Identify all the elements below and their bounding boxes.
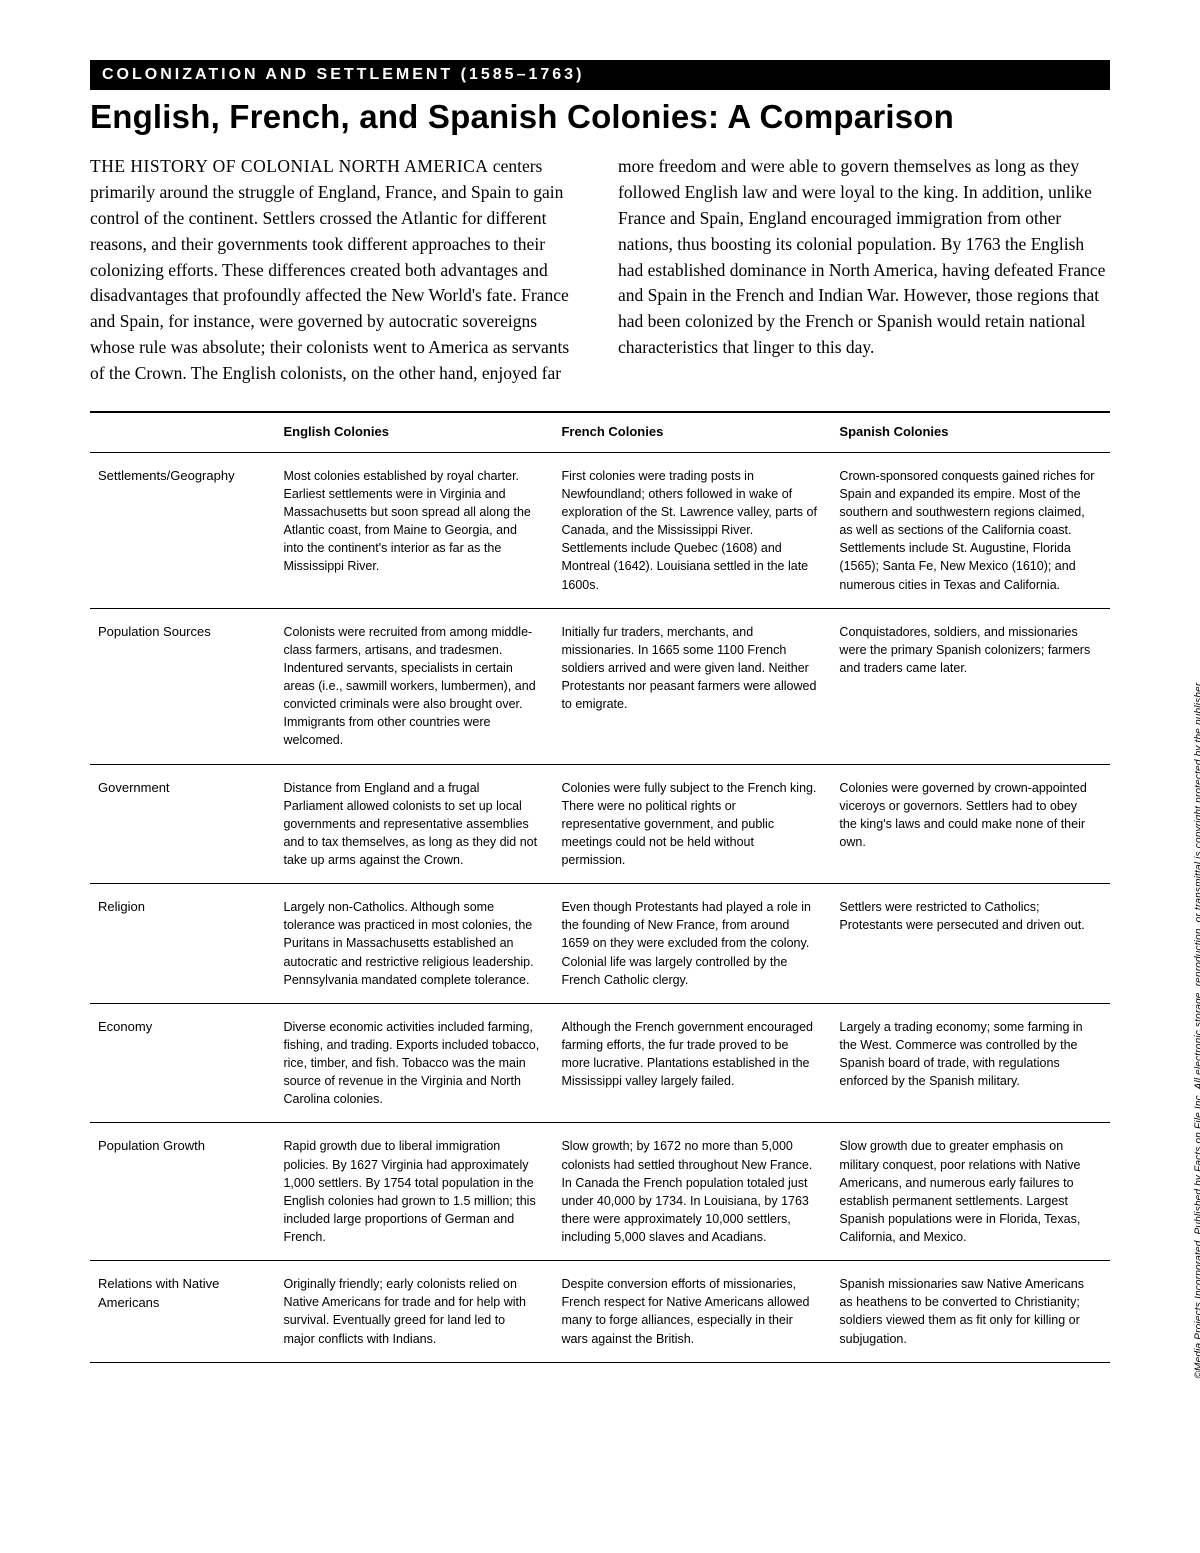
intro-lead: THE HISTORY OF COLONIAL NORTH AMERICA (90, 156, 488, 176)
intro-paragraph: THE HISTORY OF COLONIAL NORTH AMERICA ce… (90, 154, 1110, 387)
table-header: English Colonies French Colonies Spanish… (90, 412, 1110, 452)
cell: Slow growth due to greater emphasis on m… (831, 1123, 1110, 1261)
cell: Colonies were governed by crown-appointe… (831, 764, 1110, 884)
cell: Distance from England and a frugal Parli… (275, 764, 553, 884)
document-page: COLONIZATION AND SETTLEMENT (1585–1763) … (0, 0, 1200, 1423)
cell: Conquistadores, soldiers, and missionari… (831, 608, 1110, 764)
cell: Largely a trading economy; some farming … (831, 1003, 1110, 1123)
table-row: Settlements/Geography Most colonies esta… (90, 452, 1110, 608)
cell: Although the French government encourage… (553, 1003, 831, 1123)
cell: Settlers were restricted to Catholics; P… (831, 884, 1110, 1004)
cell: Rapid growth due to liberal immigration … (275, 1123, 553, 1261)
table-row: Government Distance from England and a f… (90, 764, 1110, 884)
table-body: Settlements/Geography Most colonies esta… (90, 452, 1110, 1362)
cell: Slow growth; by 1672 no more than 5,000 … (553, 1123, 831, 1261)
cell: Originally friendly; early colonists rel… (275, 1261, 553, 1363)
row-label: Economy (90, 1003, 275, 1123)
cell: Despite conversion efforts of missionari… (553, 1261, 831, 1363)
cell: Largely non-Catholics. Although some tol… (275, 884, 553, 1004)
cell: Colonies were fully subject to the Frenc… (553, 764, 831, 884)
cell: Diverse economic activities included far… (275, 1003, 553, 1123)
cell: Initially fur traders, merchants, and mi… (553, 608, 831, 764)
cell: Even though Protestants had played a rol… (553, 884, 831, 1004)
intro-body: centers primarily around the struggle of… (90, 156, 1105, 383)
cell: First colonies were trading posts in New… (553, 452, 831, 608)
table-row: Economy Diverse economic activities incl… (90, 1003, 1110, 1123)
page-title: English, French, and Spanish Colonies: A… (90, 98, 1110, 136)
table-row: Population Sources Colonists were recrui… (90, 608, 1110, 764)
row-label: Religion (90, 884, 275, 1004)
cell: Spanish missionaries saw Native American… (831, 1261, 1110, 1363)
table-row: Relations with Native Americans Original… (90, 1261, 1110, 1363)
row-label: Settlements/Geography (90, 452, 275, 608)
copyright-credit: ©Media Projects Incorporated. Published … (1194, 680, 1200, 1379)
cell: Most colonies established by royal chart… (275, 452, 553, 608)
col-header-french: French Colonies (553, 412, 831, 452)
table-row: Religion Largely non-Catholics. Although… (90, 884, 1110, 1004)
row-label: Relations with Native Americans (90, 1261, 275, 1363)
col-header-spanish: Spanish Colonies (831, 412, 1110, 452)
section-eyebrow: COLONIZATION AND SETTLEMENT (1585–1763) (90, 60, 1110, 90)
comparison-table: English Colonies French Colonies Spanish… (90, 411, 1110, 1363)
col-header-blank (90, 412, 275, 452)
row-label: Population Sources (90, 608, 275, 764)
row-label: Population Growth (90, 1123, 275, 1261)
cell: Crown-sponsored conquests gained riches … (831, 452, 1110, 608)
col-header-english: English Colonies (275, 412, 553, 452)
cell: Colonists were recruited from among midd… (275, 608, 553, 764)
table-row: Population Growth Rapid growth due to li… (90, 1123, 1110, 1261)
row-label: Government (90, 764, 275, 884)
